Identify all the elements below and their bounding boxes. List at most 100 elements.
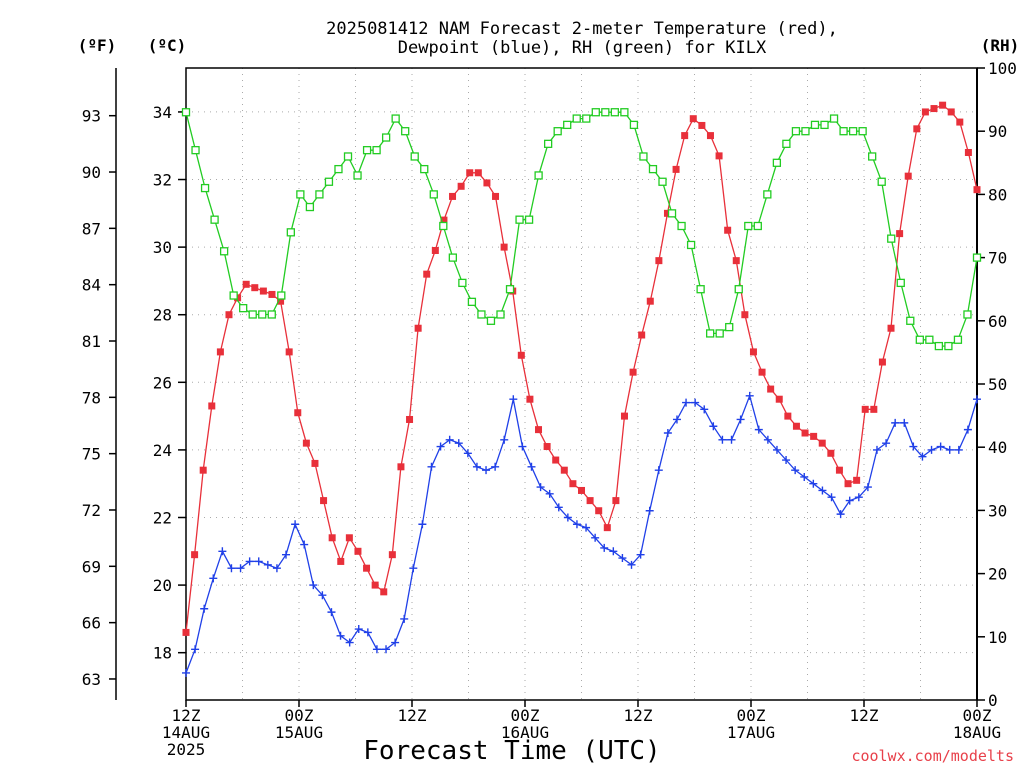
rh-point [620,108,629,117]
rh-tick-label: 0 [988,691,998,710]
fahrenheit-tick-label: 66 [82,614,101,633]
fahrenheit-tick-label: 84 [82,276,101,295]
rh-point [887,234,896,243]
temperature-point [345,534,353,542]
dewpoint-point [691,398,700,407]
temperature-point [767,385,775,393]
rh-tick-label: 10 [988,628,1007,647]
temperature-point [827,449,835,457]
rh-point [715,329,724,338]
dewpoint-line [185,393,978,674]
dewpoint-point [627,560,636,569]
rh-point [248,310,257,319]
rh-point [229,291,238,300]
fahrenheit-tick-label: 69 [82,557,101,576]
celsius-tick-label: 18 [153,644,172,663]
dewpoint-point [363,628,372,637]
temperature-point [861,405,869,413]
rh-tick-label: 30 [988,501,1007,520]
rh-point [877,177,886,186]
rh-point [706,329,715,338]
fahrenheit-tick-label: 90 [82,163,101,182]
rh-point [315,190,324,199]
dewpoint-point [854,493,863,502]
dewpoint-point [927,445,936,454]
dewpoint-point [782,456,791,465]
temperature-point [663,209,671,217]
rh-point [429,190,438,199]
rh-point [181,108,191,117]
axes-layer: 18 20 22 24 26 28 30 32 34 63 66 69 72 75 78 81 84 87 90 93… [82,59,1017,759]
celsius-tick-label: 34 [153,103,172,122]
rh-point [343,152,353,161]
temperature-point [578,486,585,494]
dewpoint-point [591,533,600,542]
rh-point [362,146,372,155]
temperature-point [457,182,465,190]
temperature-point [216,348,224,356]
rh-point [477,310,486,319]
temperature-point [449,192,457,200]
rh-point [391,114,400,123]
temperature-point [681,132,689,140]
temperature-point [320,497,328,505]
temperature-point [896,230,904,238]
temperature-point [810,432,818,440]
temperature-point [706,132,714,140]
temperature-point [939,101,947,109]
temperature-point [620,412,628,420]
x-tick-label: 2025 [167,740,206,759]
dewpoint-point [518,442,527,451]
temperature-point [225,311,233,319]
dewpoint-point [463,449,472,458]
temperature-point [698,121,706,129]
fahrenheit-tick-label: 81 [82,332,101,351]
fahrenheit-unit-label: (ºF) [78,36,117,55]
rh-point [372,146,381,155]
grid-layer [186,68,977,700]
temperature-point [535,426,543,434]
rh-point [334,164,343,174]
rh-point [725,322,734,332]
dewpoint-point [491,462,500,471]
fahrenheit-tick-label: 63 [82,670,101,689]
dewpoint-point [400,614,409,623]
rh-point [791,127,801,136]
dewpoint-point [836,510,845,519]
temperature-point [818,439,826,447]
dewpoint-point [200,604,209,613]
dewpoint-point [263,560,272,569]
celsius-tick-label: 26 [153,373,172,392]
temperature-point [363,564,371,572]
x-tick-label: 17AUG [727,723,775,742]
temperature-point [921,108,929,116]
temperature-point [388,551,396,559]
temperature-point [603,524,611,532]
dewpoint-point [427,462,436,471]
x-tick-label: 00Z [963,706,992,725]
rh-point [200,183,210,193]
temperature-point [878,358,886,366]
x-tick-label: 12Z [850,706,879,725]
rh-point [458,278,467,288]
dewpoint-point [454,439,463,448]
dewpoint-point [618,554,627,563]
dewpoint-point [482,466,491,475]
dewpoint-point [754,425,763,434]
rh-point [648,164,658,174]
temperature-point [517,351,525,359]
dewpoint-point [845,496,854,505]
credit-text: coolwx.com/modelts [851,747,1014,765]
dewpoint-point [809,479,818,488]
temperature-point [629,368,637,376]
rh-point [906,316,915,325]
rh-point [563,120,572,130]
temperature-series [182,101,981,636]
temperature-point [500,243,508,251]
temperature-point [483,179,491,187]
rh-point [839,127,848,136]
temperature-point [208,402,216,410]
temperature-point [715,152,723,160]
dewpoint-point [563,513,572,522]
